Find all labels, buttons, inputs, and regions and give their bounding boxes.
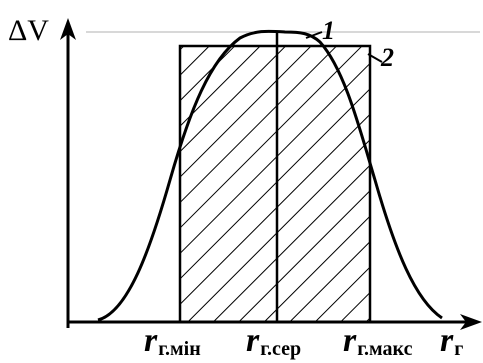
x-axis-label: rг xyxy=(440,322,464,360)
y-axis-arrow xyxy=(60,18,76,40)
normal-distribution-curve xyxy=(97,29,443,322)
label-1-leader xyxy=(305,31,323,39)
uniform-distribution-rect xyxy=(178,44,372,324)
tick-r-min: rг.мін xyxy=(144,322,201,360)
y-axis-label: ΔV xyxy=(8,14,49,47)
label-2-leader xyxy=(367,53,383,63)
tick-r-avg: rг.сер xyxy=(246,322,302,360)
curve-label-2: 2 xyxy=(381,43,394,72)
tick-r-max: rг.макс xyxy=(343,322,413,360)
curve-label-1: 1 xyxy=(322,16,335,45)
x-axis-arrow xyxy=(460,314,482,330)
